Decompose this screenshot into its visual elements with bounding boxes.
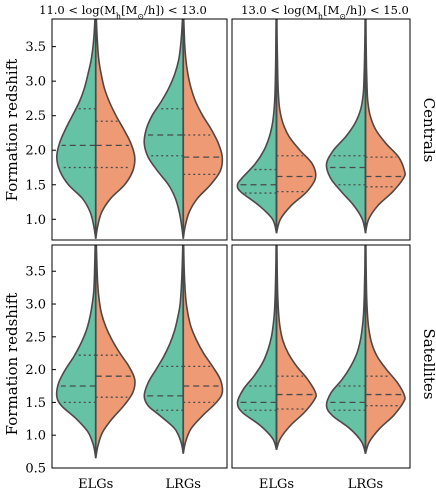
y-tick-label: 1.0 [25, 429, 46, 444]
panel-1 [231, 18, 411, 241]
y-axis-label-top: Formation redshift [3, 59, 21, 202]
violin-lrgs-right-half [182, 245, 224, 454]
violin-elgs-right-half [275, 245, 318, 450]
y-tick-label: 3.0 [25, 298, 46, 313]
violin-lrgs-left-half [143, 245, 185, 454]
y-tick-label: 3.5 [25, 40, 46, 55]
column-title-high-mass: 13.0 < log(Mh[M⊙/h]) < 15.0 [241, 3, 409, 21]
violin-lrgs-left-half [325, 245, 367, 454]
x-tick-label-elgs: ELGs [259, 477, 294, 492]
y-tick-label: 2.0 [25, 144, 46, 159]
y-axis-label-bottom: Formation redshift [3, 293, 21, 436]
violin-lrgs-right-half [364, 245, 406, 454]
y-tick-label: 1.5 [25, 178, 46, 193]
violin-elgs-right-half [275, 19, 317, 234]
violin-elgs-right-half [94, 19, 136, 239]
violin-elgs-right-half [94, 245, 136, 459]
violin-elgs-left-half [55, 19, 97, 239]
violins-0 [55, 19, 224, 239]
y-tick-label: 0.5 [25, 462, 46, 477]
y-tick-label: 1.5 [25, 396, 46, 411]
row-label-satellites: Satellites [420, 328, 436, 399]
violin-elgs-left-half [236, 19, 278, 234]
x-tick-label-lrgs: LRGs [348, 477, 383, 492]
violins-3 [236, 245, 406, 454]
panel-3: ELGs LRGs [231, 244, 411, 492]
panel-frame-3 [231, 244, 411, 469]
violin-lrgs-left-half [325, 19, 367, 234]
column-title-low-mass: 11.0 < log(Mh[M⊙/h]) < 13.0 [39, 3, 207, 21]
violins-1 [236, 19, 406, 234]
y-tick-label: 2.5 [25, 109, 46, 124]
y-tick-label: 2.5 [25, 330, 46, 345]
violin-elgs-left-half [236, 245, 278, 450]
violin-elgs-left-half [55, 245, 97, 459]
panels: 1.0 1.5 2.0 2.5 3.0 3.5 0.5 1.0 1.5 2.0 2.5 3.0 3.5 E… [25, 18, 411, 492]
y-tick-label: 1.0 [25, 213, 46, 228]
violin-lrgs-right-half [182, 19, 224, 239]
y-tick-label: 3.0 [25, 75, 46, 90]
panel-frame-2 [51, 244, 228, 469]
panel-2: 0.5 1.0 1.5 2.0 2.5 3.0 3.5 ELGs LRGs [25, 244, 228, 492]
y-tick-label: 2.0 [25, 363, 46, 378]
y-tick-label: 3.5 [25, 265, 46, 280]
panel-frame-0 [51, 18, 228, 241]
panel-0: 1.0 1.5 2.0 2.5 3.0 3.5 [25, 18, 228, 241]
panel-frame-1 [231, 18, 411, 241]
violin-lrgs-left-half [143, 19, 185, 239]
violin-lrgs-right-half [364, 19, 406, 234]
violins-2 [55, 245, 224, 459]
row-label-centrals: Centrals [420, 98, 436, 163]
x-tick-label-elgs: ELGs [78, 477, 113, 492]
x-tick-label-lrgs: LRGs [166, 477, 201, 492]
